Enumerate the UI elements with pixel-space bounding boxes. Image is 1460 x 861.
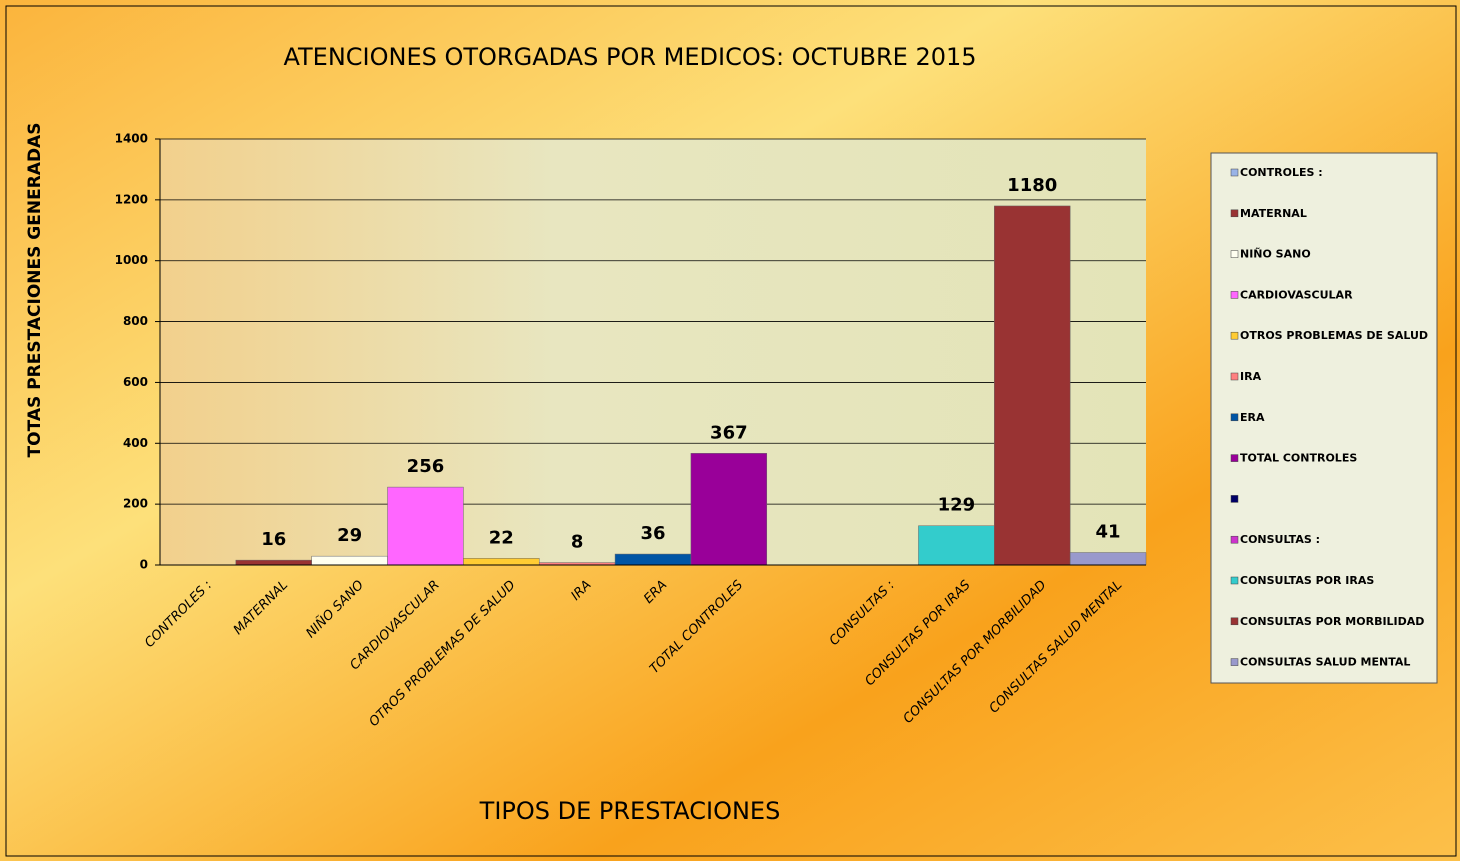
legend-swatch (1231, 536, 1238, 543)
bar (615, 554, 691, 565)
legend-label: CONSULTAS : (1240, 533, 1320, 546)
chart-title: ATENCIONES OTORGADAS POR MEDICOS: OCTUBR… (283, 43, 976, 71)
legend-label: NIÑO SANO (1240, 248, 1311, 261)
legend-label: MATERNAL (1240, 207, 1307, 220)
value-label: 1180 (1007, 175, 1057, 196)
chart: ATENCIONES OTORGADAS POR MEDICOS: OCTUBR… (0, 0, 1460, 861)
value-label: 16 (261, 529, 286, 550)
y-tick-label: 1000 (115, 253, 148, 267)
legend-swatch (1231, 251, 1238, 258)
value-label: 29 (337, 525, 362, 546)
bar (388, 487, 464, 565)
bar (994, 206, 1070, 565)
y-tick-label: 0 (140, 558, 148, 572)
value-label: 256 (407, 456, 445, 477)
value-label: 36 (640, 523, 665, 544)
bar (312, 556, 388, 565)
legend-swatch (1231, 291, 1238, 298)
legend-swatch (1231, 373, 1238, 380)
y-tick-label: 1400 (115, 132, 148, 146)
y-tick-label: 200 (123, 497, 148, 511)
legend-swatch (1231, 332, 1238, 339)
y-tick-label: 1200 (115, 192, 148, 206)
value-label: 367 (710, 422, 748, 443)
bar (236, 560, 312, 565)
value-label: 22 (489, 527, 514, 548)
legend-swatch (1231, 659, 1238, 666)
y-tick-label: 800 (123, 314, 148, 328)
legend-label: CONSULTAS SALUD MENTAL (1240, 656, 1410, 669)
legend-label: CONTROLES : (1240, 166, 1323, 179)
y-axis-title: TOTAS PRESTACIONES GENERADAS (25, 123, 45, 458)
y-tick-label: 600 (123, 375, 148, 389)
legend-label: ERA (1240, 411, 1265, 424)
legend-swatch (1231, 577, 1238, 584)
value-label: 129 (938, 495, 976, 516)
bar (1070, 553, 1146, 565)
legend-label: IRA (1240, 370, 1262, 383)
legend-label: CARDIOVASCULAR (1240, 288, 1353, 301)
legend-swatch (1231, 455, 1238, 462)
bar (463, 558, 539, 565)
x-axis-title: TIPOS DE PRESTACIONES (479, 797, 781, 825)
legend-swatch (1231, 618, 1238, 625)
legend-label: TOTAL CONTROLES (1240, 452, 1357, 465)
legend-swatch (1231, 495, 1238, 502)
legend-label: OTROS PROBLEMAS DE SALUD (1240, 329, 1428, 342)
legend-label: CONSULTAS POR MORBILIDAD (1240, 615, 1424, 628)
value-label: 41 (1096, 522, 1121, 543)
bar (691, 453, 767, 565)
legend-swatch (1231, 210, 1238, 217)
legend-swatch (1231, 169, 1238, 176)
legend-swatch (1231, 414, 1238, 421)
y-tick-label: 400 (123, 436, 148, 450)
bar (918, 526, 994, 565)
value-label: 8 (571, 532, 584, 553)
legend-label: CONSULTAS POR IRAS (1240, 574, 1374, 587)
